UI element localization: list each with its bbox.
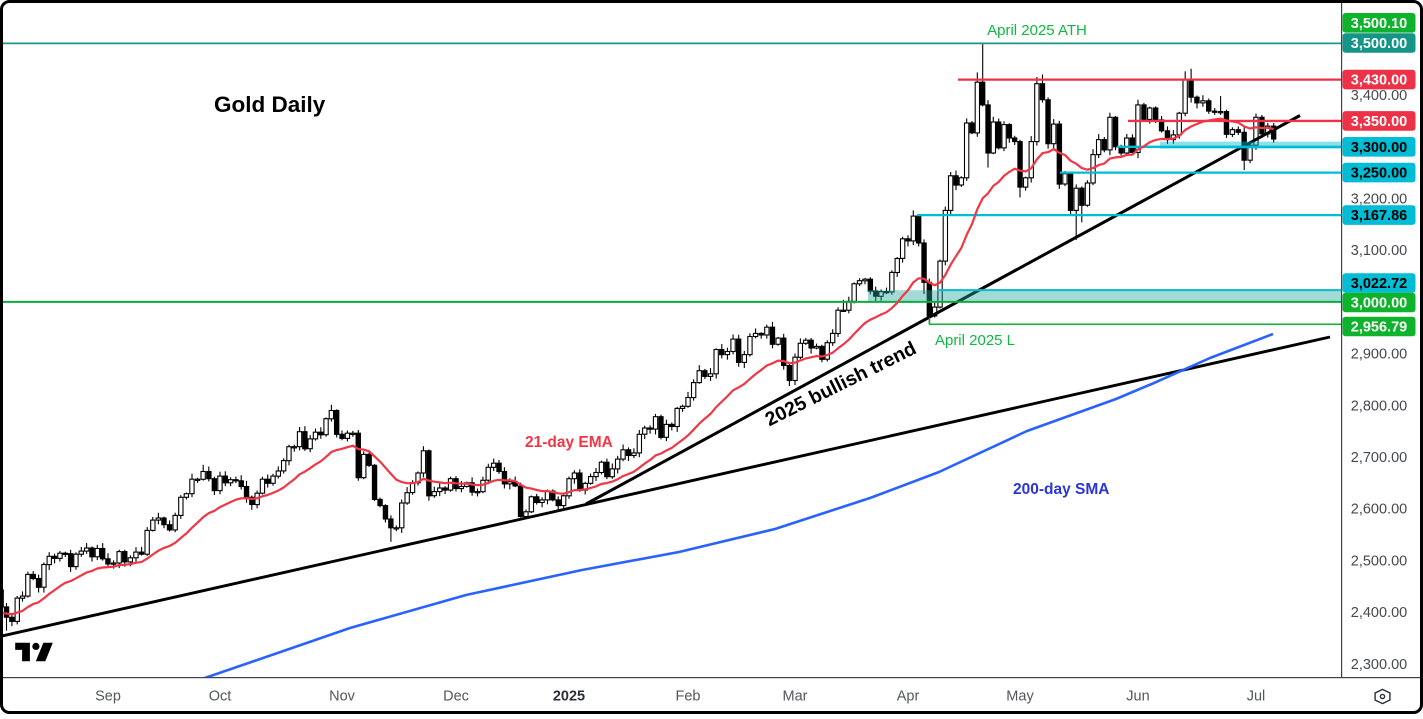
svg-text:May: May [1006,689,1034,705]
svg-text:Dec: Dec [443,689,469,705]
svg-text:3,350.00: 3,350.00 [1351,114,1407,130]
svg-text:21-day EMA: 21-day EMA [525,434,613,451]
svg-text:200-day SMA: 200-day SMA [1013,481,1109,498]
svg-text:2,400.00: 2,400.00 [1351,605,1407,621]
svg-text:3,167.86: 3,167.86 [1351,208,1407,224]
svg-text:April 2025 ATH: April 2025 ATH [987,22,1087,39]
svg-text:Oct: Oct [209,689,232,705]
svg-text:2,500.00: 2,500.00 [1351,553,1407,569]
svg-text:Apr: Apr [897,689,920,705]
svg-text:3,200.00: 3,200.00 [1351,192,1407,208]
svg-text:2,956.79: 2,956.79 [1351,320,1407,336]
svg-text:Feb: Feb [676,689,701,705]
svg-text:2025: 2025 [553,689,585,705]
svg-text:April 2025 L: April 2025 L [935,332,1015,349]
svg-text:2,800.00: 2,800.00 [1351,398,1407,414]
svg-text:3,000.00: 3,000.00 [1351,296,1407,312]
svg-text:3,250.00: 3,250.00 [1351,166,1407,182]
svg-text:Gold Daily: Gold Daily [214,92,326,117]
svg-text:3,430.00: 3,430.00 [1351,73,1407,89]
svg-text:3,400.00: 3,400.00 [1351,88,1407,104]
svg-text:Sep: Sep [95,689,121,705]
svg-text:3,500.00: 3,500.00 [1351,36,1407,52]
svg-text:3,022.72: 3,022.72 [1351,276,1407,292]
svg-text:Jul: Jul [1247,689,1266,705]
svg-text:2,600.00: 2,600.00 [1351,502,1407,518]
svg-text:2,700.00: 2,700.00 [1351,450,1407,466]
svg-text:3,500.10: 3,500.10 [1351,16,1407,32]
svg-text:Jun: Jun [1126,689,1149,705]
svg-text:2,900.00: 2,900.00 [1351,347,1407,363]
svg-text:Nov: Nov [329,689,356,705]
svg-text:3,300.00: 3,300.00 [1351,140,1407,156]
svg-text:3,100.00: 3,100.00 [1351,243,1407,259]
svg-text:Mar: Mar [783,689,808,705]
svg-text:2,300.00: 2,300.00 [1351,657,1407,673]
